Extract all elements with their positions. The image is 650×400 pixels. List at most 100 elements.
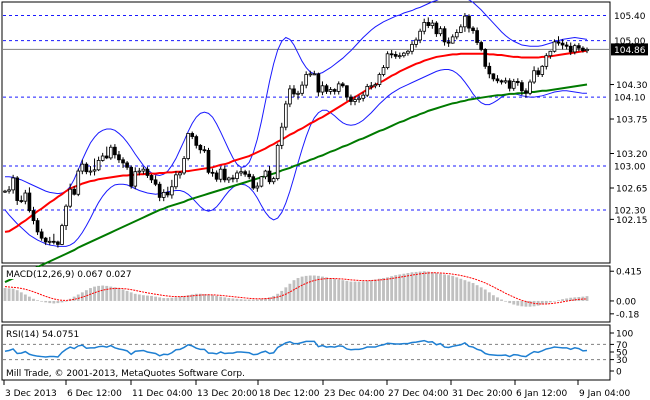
macd-histogram-bar bbox=[255, 299, 259, 301]
moving-average-line bbox=[4, 49, 588, 233]
x-tick-label: 6 Jan 12:00 bbox=[516, 389, 568, 399]
macd-histogram-bar bbox=[194, 293, 198, 301]
macd-y-axis: 0.415 0.00 -0.18 bbox=[610, 268, 642, 320]
candle-body bbox=[267, 170, 272, 183]
candle-body bbox=[483, 49, 488, 67]
price-level-label-bg bbox=[611, 203, 648, 216]
candle-body bbox=[491, 73, 496, 80]
candle-body bbox=[3, 190, 7, 193]
macd-histogram-bar bbox=[158, 297, 162, 301]
macd-indicator bbox=[3, 271, 589, 307]
macd-histogram-bar bbox=[174, 297, 178, 301]
macd-histogram-bar bbox=[251, 299, 255, 301]
candle-body bbox=[365, 86, 370, 96]
candle-body bbox=[186, 133, 190, 159]
candle-body bbox=[332, 89, 337, 92]
bollinger-lower-line bbox=[4, 68, 587, 247]
macd-histogram-bar bbox=[321, 276, 324, 301]
x-tick-label: 11 Dec 04:00 bbox=[132, 389, 193, 399]
candle-body bbox=[300, 84, 304, 94]
candle-body bbox=[35, 220, 40, 233]
macd-histogram-bar bbox=[447, 275, 451, 301]
y-tick-label: 0.415 bbox=[616, 268, 642, 278]
candle-body bbox=[336, 83, 341, 92]
macd-histogram-bar bbox=[414, 271, 418, 301]
macd-histogram-bar bbox=[471, 283, 475, 301]
price-level-label: 105.40 bbox=[614, 12, 646, 22]
macd-histogram-bar bbox=[125, 290, 129, 301]
candle-body bbox=[149, 175, 154, 181]
macd-histogram-bar bbox=[378, 278, 381, 301]
candle-body bbox=[377, 74, 382, 85]
candle-body bbox=[507, 80, 512, 89]
candle-body bbox=[214, 172, 219, 180]
macd-histogram-bar bbox=[190, 294, 194, 301]
candle-body bbox=[520, 82, 524, 92]
candle-body bbox=[80, 163, 85, 172]
candle-body bbox=[328, 89, 333, 92]
macd-histogram-bar bbox=[569, 297, 573, 301]
x-tick-label: 27 Dec 04:00 bbox=[388, 389, 449, 399]
candle-body bbox=[11, 177, 15, 191]
macd-histogram-bar bbox=[198, 293, 202, 301]
candle-body bbox=[104, 155, 109, 159]
macd-histogram-bar bbox=[528, 300, 532, 307]
macd-histogram-bar bbox=[178, 296, 182, 301]
macd-histogram-bar bbox=[487, 292, 491, 301]
macd-histogram-bar bbox=[308, 275, 312, 301]
candle-body bbox=[161, 191, 166, 198]
candle-body bbox=[402, 52, 406, 57]
macd-histogram-bar bbox=[296, 278, 300, 301]
candle-body bbox=[247, 173, 252, 178]
macd-histogram-bar bbox=[264, 298, 267, 301]
macd-histogram-bar bbox=[406, 273, 410, 301]
macd-histogram-bar bbox=[146, 295, 149, 301]
candle-body bbox=[133, 171, 138, 187]
candle-body bbox=[194, 136, 199, 146]
candle-body bbox=[581, 47, 585, 52]
x-tick-label: 31 Dec 20:00 bbox=[452, 389, 513, 399]
macd-histogram-bar bbox=[516, 300, 520, 306]
candle-body bbox=[125, 162, 129, 168]
y-tick-label: 70 bbox=[616, 341, 628, 351]
candle-body bbox=[434, 22, 439, 35]
bollinger-bands bbox=[4, 0, 588, 247]
macd-title-bg bbox=[4, 267, 128, 279]
candle-body bbox=[479, 42, 484, 50]
macd-histogram-bar bbox=[373, 279, 377, 301]
x-tick-label: 9 Jan 04:00 bbox=[579, 389, 631, 399]
candle-body bbox=[165, 191, 170, 196]
candle-body bbox=[556, 41, 561, 44]
candle-body bbox=[304, 74, 308, 86]
macd-histogram-bar bbox=[280, 290, 284, 301]
macd-histogram-bar bbox=[520, 300, 524, 307]
macd-histogram-bar bbox=[300, 276, 304, 301]
candle-body bbox=[414, 39, 418, 45]
y-tick-label: 102.15 bbox=[616, 216, 648, 226]
macd-histogram-bar bbox=[426, 271, 430, 301]
macd-histogram-bar bbox=[121, 289, 125, 301]
macd-histogram-bar bbox=[170, 297, 174, 301]
macd-histogram-bar bbox=[500, 299, 503, 301]
macd-histogram-bar bbox=[105, 285, 109, 301]
macd-histogram-bar bbox=[40, 300, 44, 302]
macd-histogram-bar bbox=[227, 298, 231, 301]
macd-histogram-bar bbox=[60, 300, 64, 303]
macd-histogram-bar bbox=[394, 275, 398, 301]
candle-body bbox=[210, 171, 215, 174]
candle-body bbox=[454, 32, 459, 38]
candle-body bbox=[239, 171, 243, 174]
candle-body bbox=[345, 85, 349, 98]
candle-body bbox=[393, 54, 398, 57]
rsi-line bbox=[4, 339, 588, 358]
candle-body bbox=[471, 27, 475, 31]
candle-body bbox=[60, 225, 64, 245]
candle-body bbox=[349, 96, 353, 102]
macd-histogram-bar bbox=[544, 300, 548, 304]
candle-body bbox=[446, 41, 451, 44]
macd-histogram-bar bbox=[561, 299, 565, 301]
candle-body bbox=[43, 237, 48, 243]
candle-body bbox=[288, 88, 292, 105]
price-level-label: 103.00 bbox=[614, 163, 646, 173]
x-tick-label: 18 Dec 12:00 bbox=[259, 389, 320, 399]
